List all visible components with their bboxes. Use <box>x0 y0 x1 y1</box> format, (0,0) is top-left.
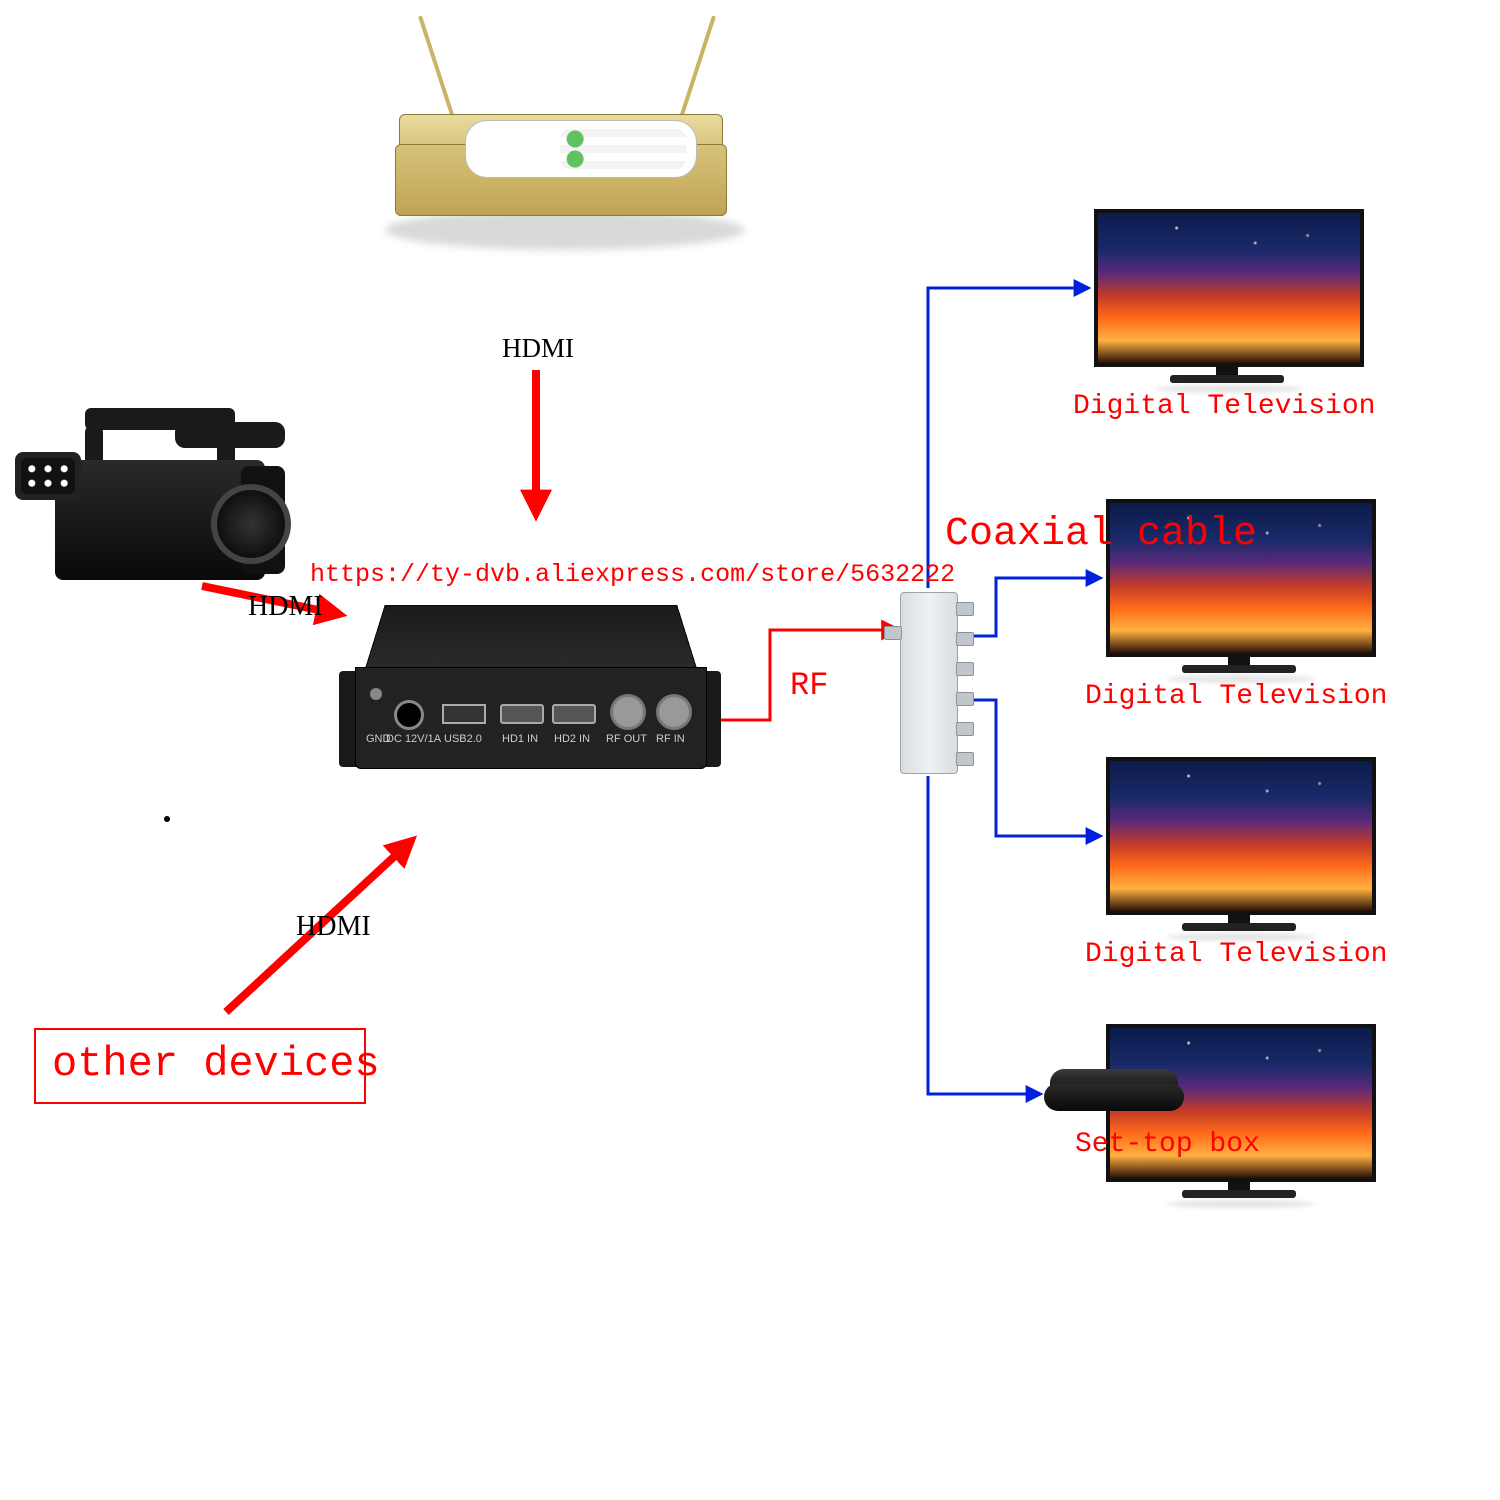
label-coax: Coaxial cable <box>945 512 1257 557</box>
label-hdmi-left: HDMI <box>248 591 323 623</box>
stray-dot <box>164 816 170 822</box>
tv-3 <box>1106 757 1376 947</box>
port-rfin: RF IN <box>656 734 685 745</box>
label-hdmi-top: HDMI <box>502 333 574 364</box>
port-rfout: RF OUT <box>606 734 647 745</box>
label-other-devices: other devices <box>52 1040 380 1088</box>
label-hdmi-lower: HDMI <box>296 911 371 943</box>
box-other-devices: other devices <box>34 1028 366 1104</box>
coax-splitter <box>900 592 956 772</box>
source-android-box <box>395 20 735 250</box>
arrow-coax-3 <box>944 700 1100 836</box>
port-hd2: HD2 IN <box>554 734 590 745</box>
source-camera <box>15 408 280 618</box>
port-dc: DC 12V/1A <box>386 734 441 745</box>
port-usb: USB2.0 <box>444 734 482 745</box>
label-tv2: Digital Television <box>1085 681 1387 712</box>
label-stb: Set-top box <box>1075 1129 1260 1160</box>
set-top-box <box>1044 1069 1184 1115</box>
modulator-device: GND DC 12V/1A USB2.0 HD1 IN HD2 IN RF OU… <box>345 555 715 785</box>
tv-1 <box>1094 209 1364 399</box>
label-rf: RF <box>790 667 828 704</box>
port-hd1: HD1 IN <box>502 734 538 745</box>
tv-4 <box>1106 1024 1376 1214</box>
label-tv1: Digital Television <box>1073 391 1375 422</box>
watermark-url: https://ty-dvb.aliexpress.com/store/5632… <box>310 560 955 589</box>
arrow-coax-4 <box>928 776 1040 1094</box>
label-tv3: Digital Television <box>1085 939 1387 970</box>
